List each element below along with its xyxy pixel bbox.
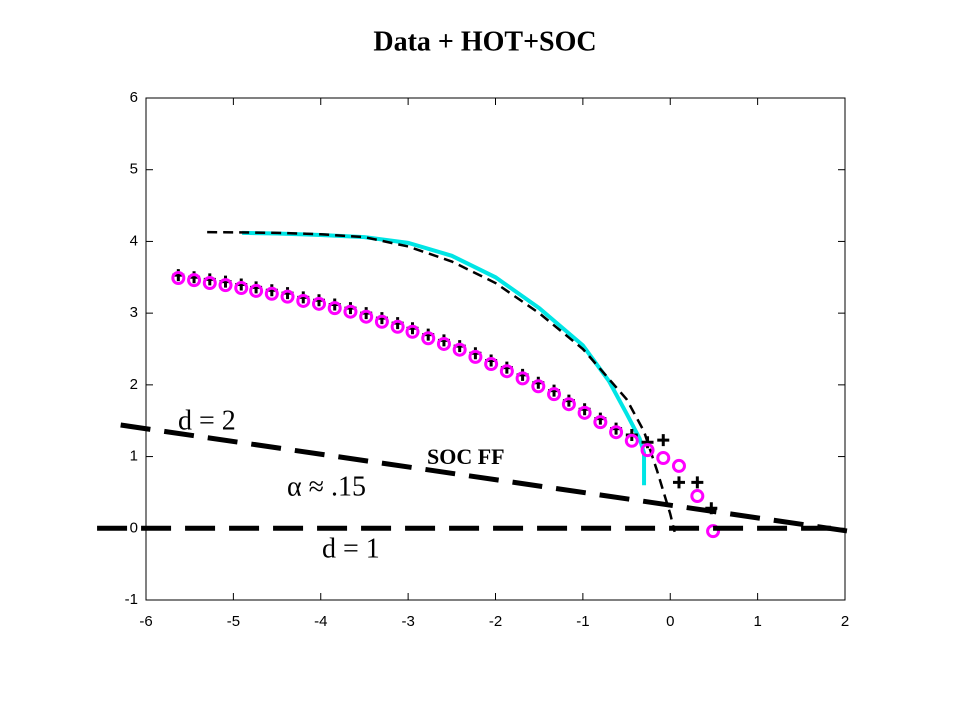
circle-marker — [515, 371, 530, 386]
annotation: d = 2 — [178, 405, 236, 436]
reference-line — [120, 422, 849, 534]
circle-marker — [405, 324, 420, 339]
circle-marker — [312, 296, 327, 311]
circle-marker — [656, 451, 671, 466]
circle-marker — [280, 289, 295, 304]
y-tick-label: 5 — [130, 161, 138, 178]
circle-marker — [343, 304, 358, 319]
y-tick-label: 2 — [130, 376, 138, 393]
y-tick-label: 6 — [130, 89, 138, 106]
x-tick-label: 1 — [753, 613, 761, 630]
circle-marker — [452, 342, 467, 357]
circle-marker — [499, 364, 514, 379]
circle-marker — [374, 314, 389, 329]
circle-marker — [706, 524, 721, 539]
circle-marker — [593, 415, 608, 430]
y-tick-label: 4 — [130, 232, 138, 249]
fit-line — [207, 230, 676, 533]
circle-marker — [609, 425, 624, 440]
circle-marker — [561, 397, 576, 412]
circle-marker — [171, 271, 186, 286]
circle-marker — [327, 301, 342, 316]
x-tick-label: -2 — [489, 613, 502, 630]
circle-marker — [234, 281, 249, 296]
plot-area — [145, 97, 846, 601]
circle-marker — [484, 357, 499, 372]
plus-marker — [691, 476, 704, 489]
circle-marker — [640, 443, 655, 458]
y-tick-label: 1 — [130, 448, 138, 465]
x-tick-label: -4 — [314, 613, 327, 630]
circle-marker — [671, 458, 686, 473]
x-tick-label: -5 — [227, 613, 240, 630]
annotation: α ≈ .15 — [287, 471, 366, 502]
annotation: d = 1 — [322, 533, 380, 564]
chart-title: Data + HOT+SOC — [373, 26, 596, 57]
x-tick-label: -6 — [139, 613, 152, 630]
plus-marker — [672, 476, 685, 489]
x-tick-label: -3 — [401, 613, 414, 630]
circle-marker — [436, 336, 451, 351]
circle-marker — [202, 276, 217, 291]
circle-marker — [531, 379, 546, 394]
circle-marker — [468, 349, 483, 364]
circle-marker — [296, 293, 311, 308]
circle-marker — [577, 405, 592, 420]
annotation: SOC FF — [427, 444, 505, 469]
y-tick-label: 0 — [130, 519, 138, 536]
circle-marker — [547, 387, 562, 402]
plus-marker — [657, 434, 670, 447]
circle-marker — [624, 433, 639, 448]
circle-marker — [390, 319, 405, 334]
x-tick-label: 2 — [841, 613, 849, 630]
circle-marker — [690, 489, 705, 504]
x-tick-label: -1 — [576, 613, 589, 630]
y-tick-label: -1 — [125, 591, 138, 608]
circle-marker — [218, 278, 233, 293]
circle-marker — [359, 309, 374, 324]
circle-marker — [187, 273, 202, 288]
plus-marker — [641, 436, 654, 449]
y-tick-label: 3 — [130, 304, 138, 321]
x-tick-label: 0 — [666, 613, 674, 630]
circle-marker — [249, 283, 264, 298]
circle-marker — [264, 286, 279, 301]
circle-marker — [421, 331, 436, 346]
